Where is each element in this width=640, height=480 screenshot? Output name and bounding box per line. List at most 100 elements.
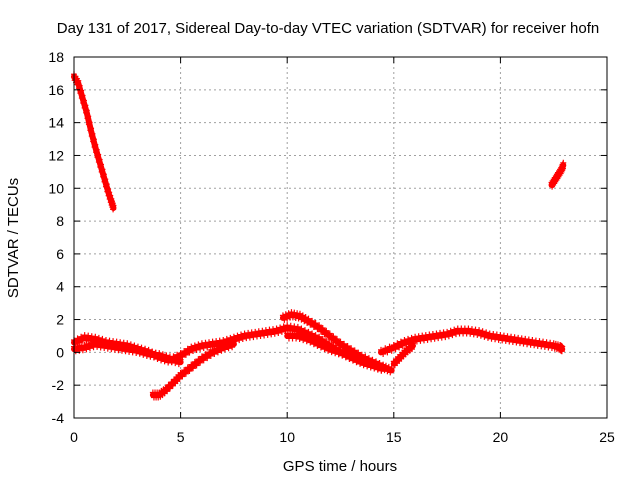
data-point: [449, 332, 456, 339]
data-point: [294, 330, 301, 337]
data-point: [184, 364, 191, 371]
data-point: [275, 329, 282, 336]
data-point: [190, 365, 197, 372]
data-point: [165, 357, 172, 364]
data-point: [445, 333, 452, 340]
data-point: [273, 325, 280, 332]
data-point: [312, 320, 319, 327]
data-point: [159, 351, 166, 358]
data-point: [211, 351, 218, 358]
series-arc-late: [378, 325, 566, 358]
ticks: 0 5 10 15 20 25 -4 -2 0 2 4 6 8 10 12 14 16 18: [48, 49, 615, 445]
data-point: [163, 352, 170, 359]
data-point: [294, 323, 301, 330]
data-point: [230, 338, 237, 345]
data-point: [325, 347, 332, 354]
data-point: [369, 356, 376, 363]
data-point: [220, 341, 227, 348]
data-point: [182, 370, 189, 377]
data-point: [204, 355, 211, 362]
data-point: [88, 125, 95, 132]
data-point: [346, 354, 353, 361]
data-point: [133, 349, 140, 356]
data-point: [206, 349, 213, 356]
data-point: [305, 333, 312, 340]
data-point: [325, 334, 332, 341]
series-arc-hump-upper: [279, 309, 395, 376]
y-tick-label: 0: [56, 344, 64, 360]
data-point: [384, 368, 391, 375]
data-point: [344, 343, 351, 350]
data-point: [179, 373, 186, 380]
data-point: [321, 331, 328, 338]
data-point: [397, 338, 404, 345]
data-point: [357, 355, 364, 362]
data-point: [85, 340, 92, 347]
data-point: [90, 136, 97, 143]
data-point: [86, 345, 93, 352]
data-point: [168, 358, 175, 365]
data-point: [385, 363, 392, 370]
data-point: [476, 327, 483, 334]
data-point: [335, 351, 342, 358]
data-point: [229, 344, 236, 351]
series-arc-late-branch: [390, 340, 416, 369]
data-point: [80, 97, 87, 104]
data-point: [381, 367, 388, 374]
data-point: [76, 82, 83, 89]
data-point: [166, 353, 173, 360]
data-point: [193, 346, 200, 353]
data-point: [106, 189, 113, 196]
data-point: [477, 332, 484, 339]
y-tick-label: -2: [52, 377, 65, 393]
data-point: [223, 340, 230, 347]
x-tick-label: 0: [70, 429, 78, 445]
data-point: [367, 360, 374, 367]
data-point: [314, 342, 321, 349]
x-tick-label: 15: [386, 429, 402, 445]
data-point: [333, 345, 340, 352]
data-point: [95, 151, 102, 158]
data-point: [342, 353, 349, 360]
data-point: [382, 345, 389, 352]
data-point: [218, 347, 225, 354]
data-point: [88, 339, 95, 346]
data-point: [303, 338, 310, 345]
data-point: [186, 349, 193, 356]
data-point: [96, 156, 103, 163]
data-point: [82, 102, 89, 109]
data-point: [392, 346, 399, 353]
data-point: [339, 344, 346, 351]
data-point: [328, 336, 335, 343]
x-tick-label: 20: [493, 429, 509, 445]
data-point: [93, 146, 100, 153]
data-point: [378, 346, 385, 353]
data-point: [399, 342, 406, 349]
data-point: [282, 311, 289, 318]
data-point: [305, 315, 312, 322]
data-point: [296, 336, 303, 343]
data-point: [559, 165, 566, 172]
data-point: [307, 321, 314, 328]
data-point: [301, 327, 308, 334]
data-point: [323, 327, 330, 334]
data-point: [207, 352, 214, 359]
data-point: [384, 349, 391, 356]
data-point: [319, 324, 326, 331]
data-point: [332, 350, 339, 357]
data-point: [158, 355, 165, 362]
grid: [74, 57, 607, 418]
data-point: [74, 335, 81, 342]
data-point: [81, 341, 88, 348]
data-point: [321, 346, 328, 353]
data-point: [222, 346, 229, 353]
data-point: [298, 325, 305, 332]
data-point: [103, 181, 110, 188]
data-point: [373, 358, 380, 365]
data-point: [195, 341, 202, 348]
data-point: [227, 339, 234, 346]
data-point: [79, 347, 86, 354]
data-point: [364, 359, 371, 366]
data-point: [177, 356, 184, 363]
